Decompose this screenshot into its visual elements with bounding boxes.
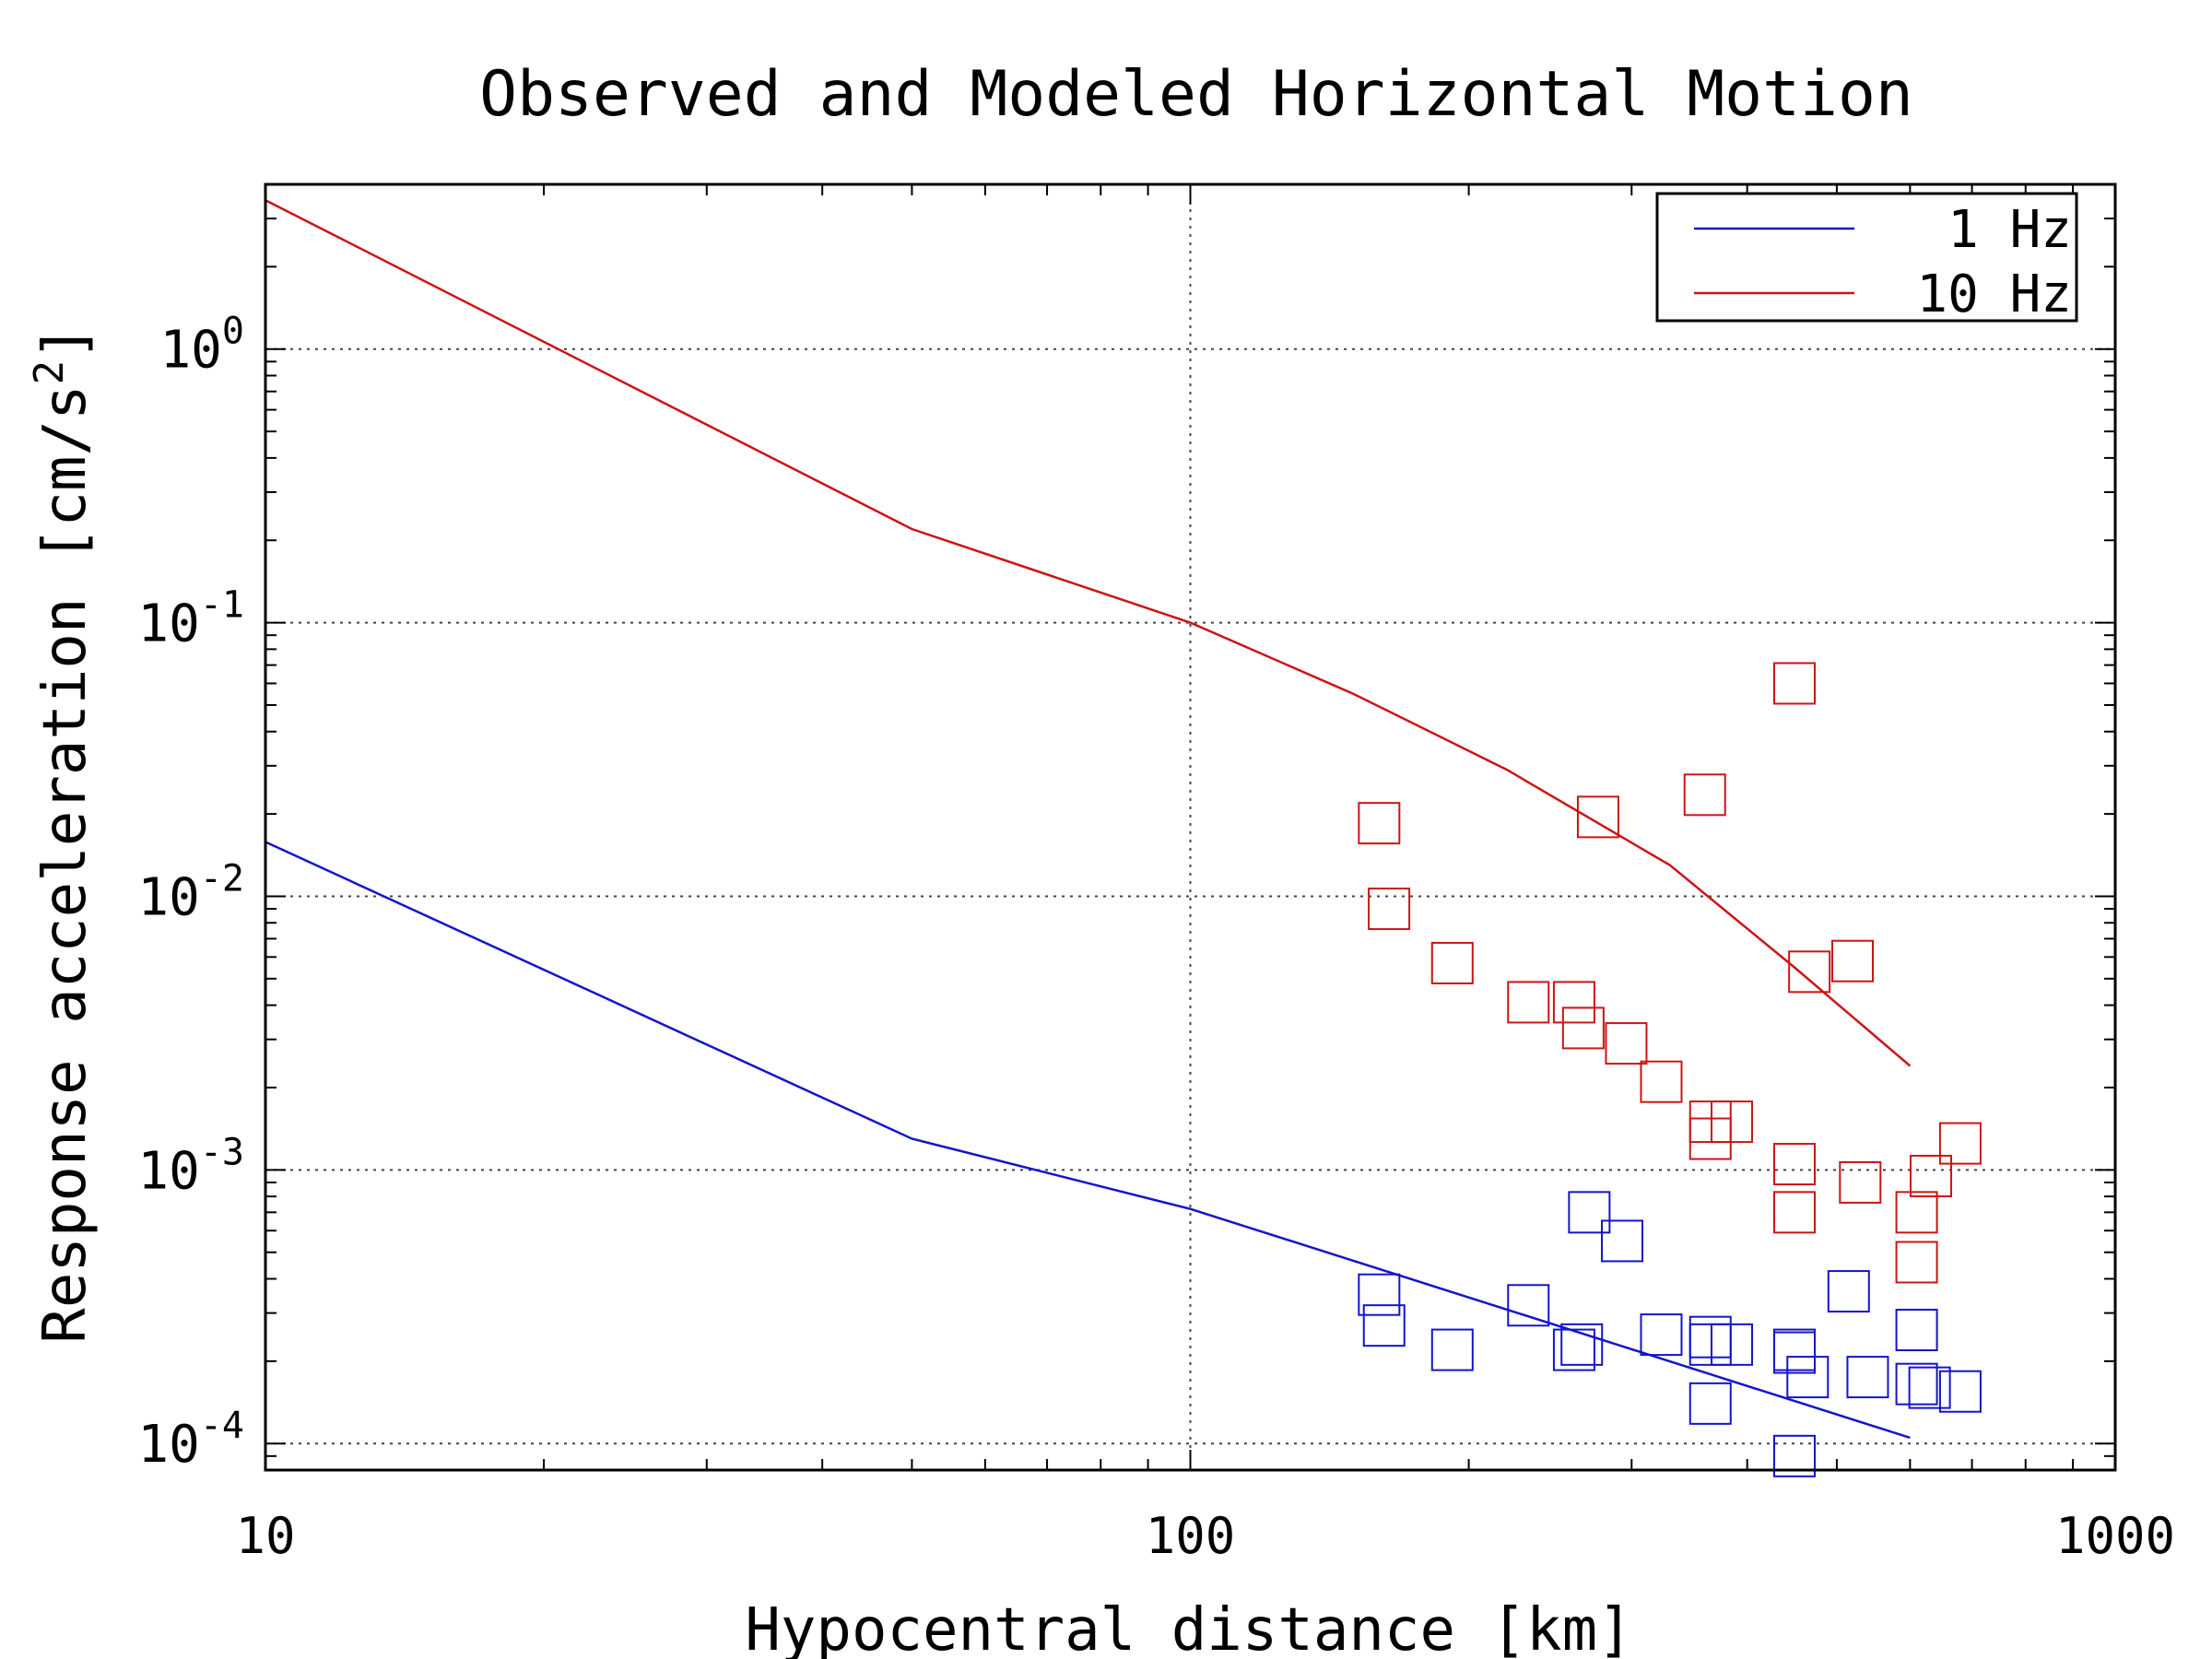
observed-point-1hz [1711, 1323, 1754, 1366]
y-tick-label: 10-4 [137, 1405, 244, 1475]
observed-point-10hz [1605, 1022, 1648, 1065]
axis-ticks [265, 183, 2116, 1471]
observed-point-10hz [1430, 941, 1474, 984]
x-tick-labels: 10 100 1000 [235, 1507, 2175, 1565]
y-tick-labels: 100 10-1 10-2 10-3 10-4 [137, 311, 244, 1475]
observed-point-10hz [1507, 981, 1550, 1024]
observed-point-1hz [1688, 1315, 1732, 1359]
legend-label: 1 Hz [1947, 200, 2072, 260]
observed-point-1hz [1772, 1328, 1816, 1371]
observed-point-1hz [1895, 1309, 1938, 1352]
observed-point-10hz [1683, 773, 1726, 817]
observed-point-1hz [1430, 1328, 1474, 1371]
observed-point-1hz [1908, 1366, 1951, 1409]
observed-point-10hz [1772, 662, 1816, 705]
observed-point-1hz [1895, 1362, 1938, 1406]
chart-title: Observed and Modeled Horizontal Motion [479, 58, 1913, 131]
x-tick-label: 10 [235, 1507, 295, 1565]
y-tick-label: 10-3 [137, 1131, 244, 1201]
y-tick-label: 100 [159, 311, 244, 381]
observed-point-10hz [1358, 802, 1401, 845]
observed-point-10hz [1561, 1006, 1605, 1050]
observed-point-10hz [1788, 950, 1831, 994]
observed-point-10hz [1831, 939, 1875, 982]
model-line-10hz [265, 199, 1912, 1067]
observed-point-1hz [1938, 1370, 1982, 1413]
observed-point-10hz [1640, 1060, 1683, 1103]
observed-point-1hz [1362, 1304, 1406, 1347]
observed-point-10hz [1711, 1100, 1754, 1144]
observed-points [1358, 662, 1982, 1477]
observed-point-1hz [1786, 1356, 1830, 1399]
observed-point-1hz [1772, 1331, 1816, 1374]
observed-point-1hz [1846, 1356, 1889, 1399]
y-axis-label-exponent: 2 [26, 360, 73, 385]
observed-point-1hz [1552, 1328, 1595, 1371]
observed-point-10hz [1839, 1160, 1882, 1204]
observed-point-1hz [1772, 1434, 1816, 1477]
observed-point-10hz [1368, 888, 1411, 931]
observed-point-1hz [1507, 1284, 1550, 1327]
observed-point-1hz [1601, 1219, 1644, 1263]
x-tick-label: 100 [1146, 1507, 1236, 1565]
y-tick-label: 10-2 [137, 857, 244, 927]
observed-point-10hz [1772, 1143, 1816, 1186]
observed-point-10hz [1552, 981, 1595, 1024]
observed-point-1hz [1688, 1382, 1732, 1425]
y-axis-label-close: ] [31, 324, 100, 360]
observed-point-1hz [1358, 1273, 1401, 1316]
observed-point-10hz [1688, 1100, 1732, 1144]
legend-label: 10 Hz [1916, 265, 2072, 324]
observed-point-1hz [1827, 1270, 1870, 1313]
y-tick-label: 10-1 [137, 584, 244, 654]
x-axis-label: Hypocentral distance [km] [745, 1596, 1632, 1659]
observed-point-10hz [1688, 1117, 1732, 1160]
observed-point-10hz [1576, 795, 1619, 839]
model-lines [265, 199, 1912, 1440]
model-line-1hz [265, 841, 1911, 1440]
observed-point-1hz [1560, 1323, 1604, 1366]
y-axis-label: Response acceleration [cm/s2] [26, 324, 100, 1343]
observed-point-1hz [1688, 1323, 1732, 1366]
observed-point-1hz [1568, 1191, 1611, 1234]
observed-point-10hz [1895, 1191, 1938, 1234]
plot-frame [264, 182, 2117, 1472]
legend-box [1655, 192, 2078, 323]
observed-point-1hz [1640, 1313, 1683, 1357]
observed-point-10hz [1910, 1154, 1953, 1197]
observed-point-10hz [1895, 1241, 1938, 1284]
grid-lines [265, 184, 2115, 1470]
observed-point-10hz [1772, 1191, 1816, 1234]
x-tick-label: 1000 [2055, 1507, 2175, 1565]
y-axis-label-main: Response acceleration [cm/s [31, 384, 100, 1343]
observed-point-10hz [1938, 1122, 1982, 1165]
